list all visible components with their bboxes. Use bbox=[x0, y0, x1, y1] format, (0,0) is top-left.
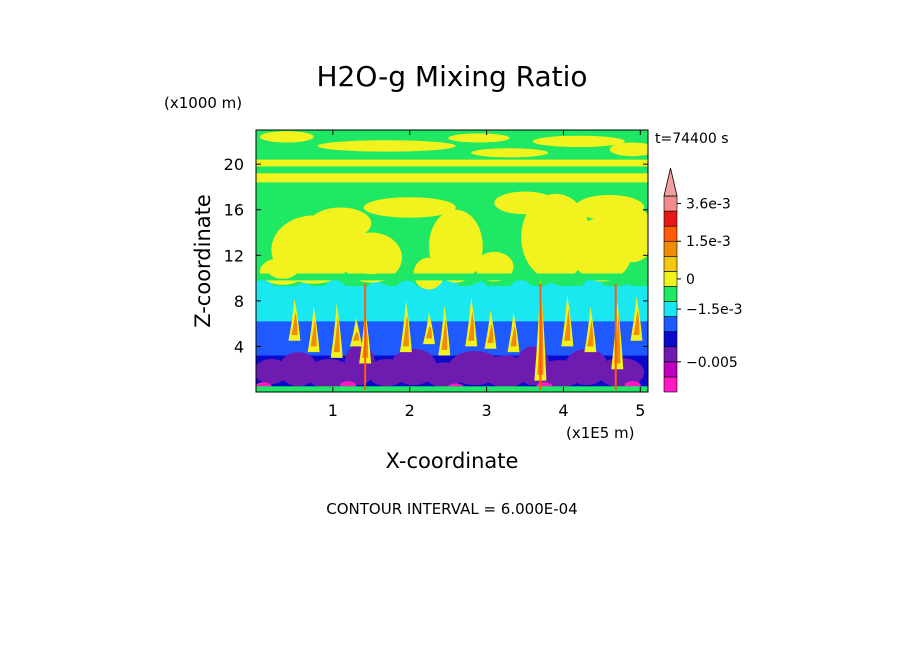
y-axis: 4 8 12 16 20 bbox=[224, 155, 648, 356]
colorbar-swatch bbox=[663, 256, 678, 272]
y-tick-label: 20 bbox=[224, 155, 244, 174]
plume-orange bbox=[564, 308, 571, 341]
plume-orange bbox=[633, 309, 640, 336]
plume-orange bbox=[352, 331, 359, 341]
lower-yellow-layer bbox=[256, 173, 648, 183]
colorbar-swatch bbox=[663, 301, 678, 317]
top-yellow-streak bbox=[609, 142, 648, 157]
plume-orange bbox=[510, 325, 517, 347]
purple-blob bbox=[598, 357, 645, 388]
colorbar-tick-label: 0 bbox=[686, 272, 695, 288]
plume-spike bbox=[614, 283, 617, 390]
top-yellow-streak bbox=[317, 140, 456, 152]
plume-orange bbox=[487, 323, 494, 344]
yellow-cloud bbox=[428, 209, 483, 283]
yellow-cloud bbox=[494, 191, 556, 215]
cyan-edge bbox=[256, 276, 648, 313]
colorbar-swatch bbox=[663, 346, 678, 363]
colorbar-extend-arrow bbox=[663, 167, 678, 197]
y-tick-label: 4 bbox=[234, 337, 244, 356]
yellow-cloud-core bbox=[349, 234, 393, 275]
time-label: t=74400 s bbox=[655, 131, 729, 147]
x-axis: 1 2 3 4 5 bbox=[328, 130, 645, 420]
top-yellow-streak bbox=[448, 133, 510, 143]
upper-yellow-layer bbox=[256, 159, 648, 167]
plume-orange bbox=[468, 311, 475, 341]
top-yellow-streak bbox=[532, 135, 625, 148]
x-tick-label: 5 bbox=[635, 401, 645, 420]
yellow-cloud bbox=[609, 207, 648, 263]
y-tick-label: 16 bbox=[224, 201, 244, 220]
plume-orange bbox=[291, 312, 298, 336]
plume-yellow bbox=[349, 317, 362, 347]
plume-spike bbox=[364, 283, 367, 390]
x-tick-label: 2 bbox=[405, 401, 415, 420]
plume-orange bbox=[441, 319, 448, 350]
colorbar-swatch bbox=[663, 225, 678, 242]
x-tick-label: 1 bbox=[328, 401, 338, 420]
yellow-cloud-core bbox=[266, 256, 300, 279]
yellow-cloud-core bbox=[284, 218, 344, 274]
plume-orange bbox=[587, 320, 594, 347]
colorbar-swatch bbox=[663, 240, 678, 257]
plume-spike bbox=[539, 283, 542, 390]
plume-orange bbox=[402, 314, 409, 347]
colorbar-tick-label: −0.005 bbox=[686, 355, 738, 371]
yellow-cloud bbox=[574, 194, 645, 220]
x-tick-label: 4 bbox=[558, 401, 568, 420]
plume-orange bbox=[310, 320, 317, 347]
colorbar-swatch bbox=[663, 316, 678, 332]
purple-blob bbox=[390, 348, 437, 386]
x-axis-label: X-coordinate bbox=[386, 449, 519, 473]
colorbar: 3.6e-3 1.5e-3 0 −1.5e-3 −0.005 bbox=[663, 167, 743, 393]
y-tick-label: 8 bbox=[234, 292, 244, 311]
plume-orange bbox=[333, 316, 340, 353]
purple-blob bbox=[305, 358, 353, 389]
contour-interval-footer: CONTOUR INTERVAL = 6.000E-04 bbox=[326, 500, 577, 518]
chart-title: H2O-g Mixing Ratio bbox=[316, 60, 587, 93]
plume-yellow bbox=[422, 312, 435, 345]
top-yellow-streak bbox=[259, 131, 314, 143]
surface-strip bbox=[256, 386, 648, 392]
colorbar-swatch bbox=[663, 376, 678, 393]
plume-orange bbox=[425, 325, 432, 339]
x-tick-label: 3 bbox=[481, 401, 491, 420]
x-scale-note: (x1E5 m) bbox=[566, 424, 635, 442]
y-axis-label: Z-coordinate bbox=[191, 194, 215, 328]
green-gap bbox=[256, 273, 648, 281]
colorbar-swatch bbox=[663, 271, 678, 287]
y-scale-note: (x1000 m) bbox=[164, 94, 242, 112]
contour-field bbox=[256, 130, 648, 392]
purple-blob bbox=[564, 348, 609, 386]
colorbar-swatch bbox=[663, 195, 678, 212]
colorbar-tick-label: 1.5e-3 bbox=[686, 234, 731, 250]
colorbar-tick-label: −1.5e-3 bbox=[686, 302, 743, 318]
colorbar-swatch bbox=[663, 331, 678, 348]
colorbar-tick-label: 3.6e-3 bbox=[686, 197, 731, 213]
colorbar-swatch bbox=[663, 286, 678, 302]
colorbar-swatch bbox=[663, 210, 678, 227]
colorbar-swatch bbox=[663, 361, 678, 378]
plot-frame bbox=[255, 129, 649, 393]
yellow-cloud bbox=[363, 197, 456, 218]
y-tick-label: 12 bbox=[224, 246, 244, 265]
top-yellow-streak bbox=[471, 148, 549, 158]
